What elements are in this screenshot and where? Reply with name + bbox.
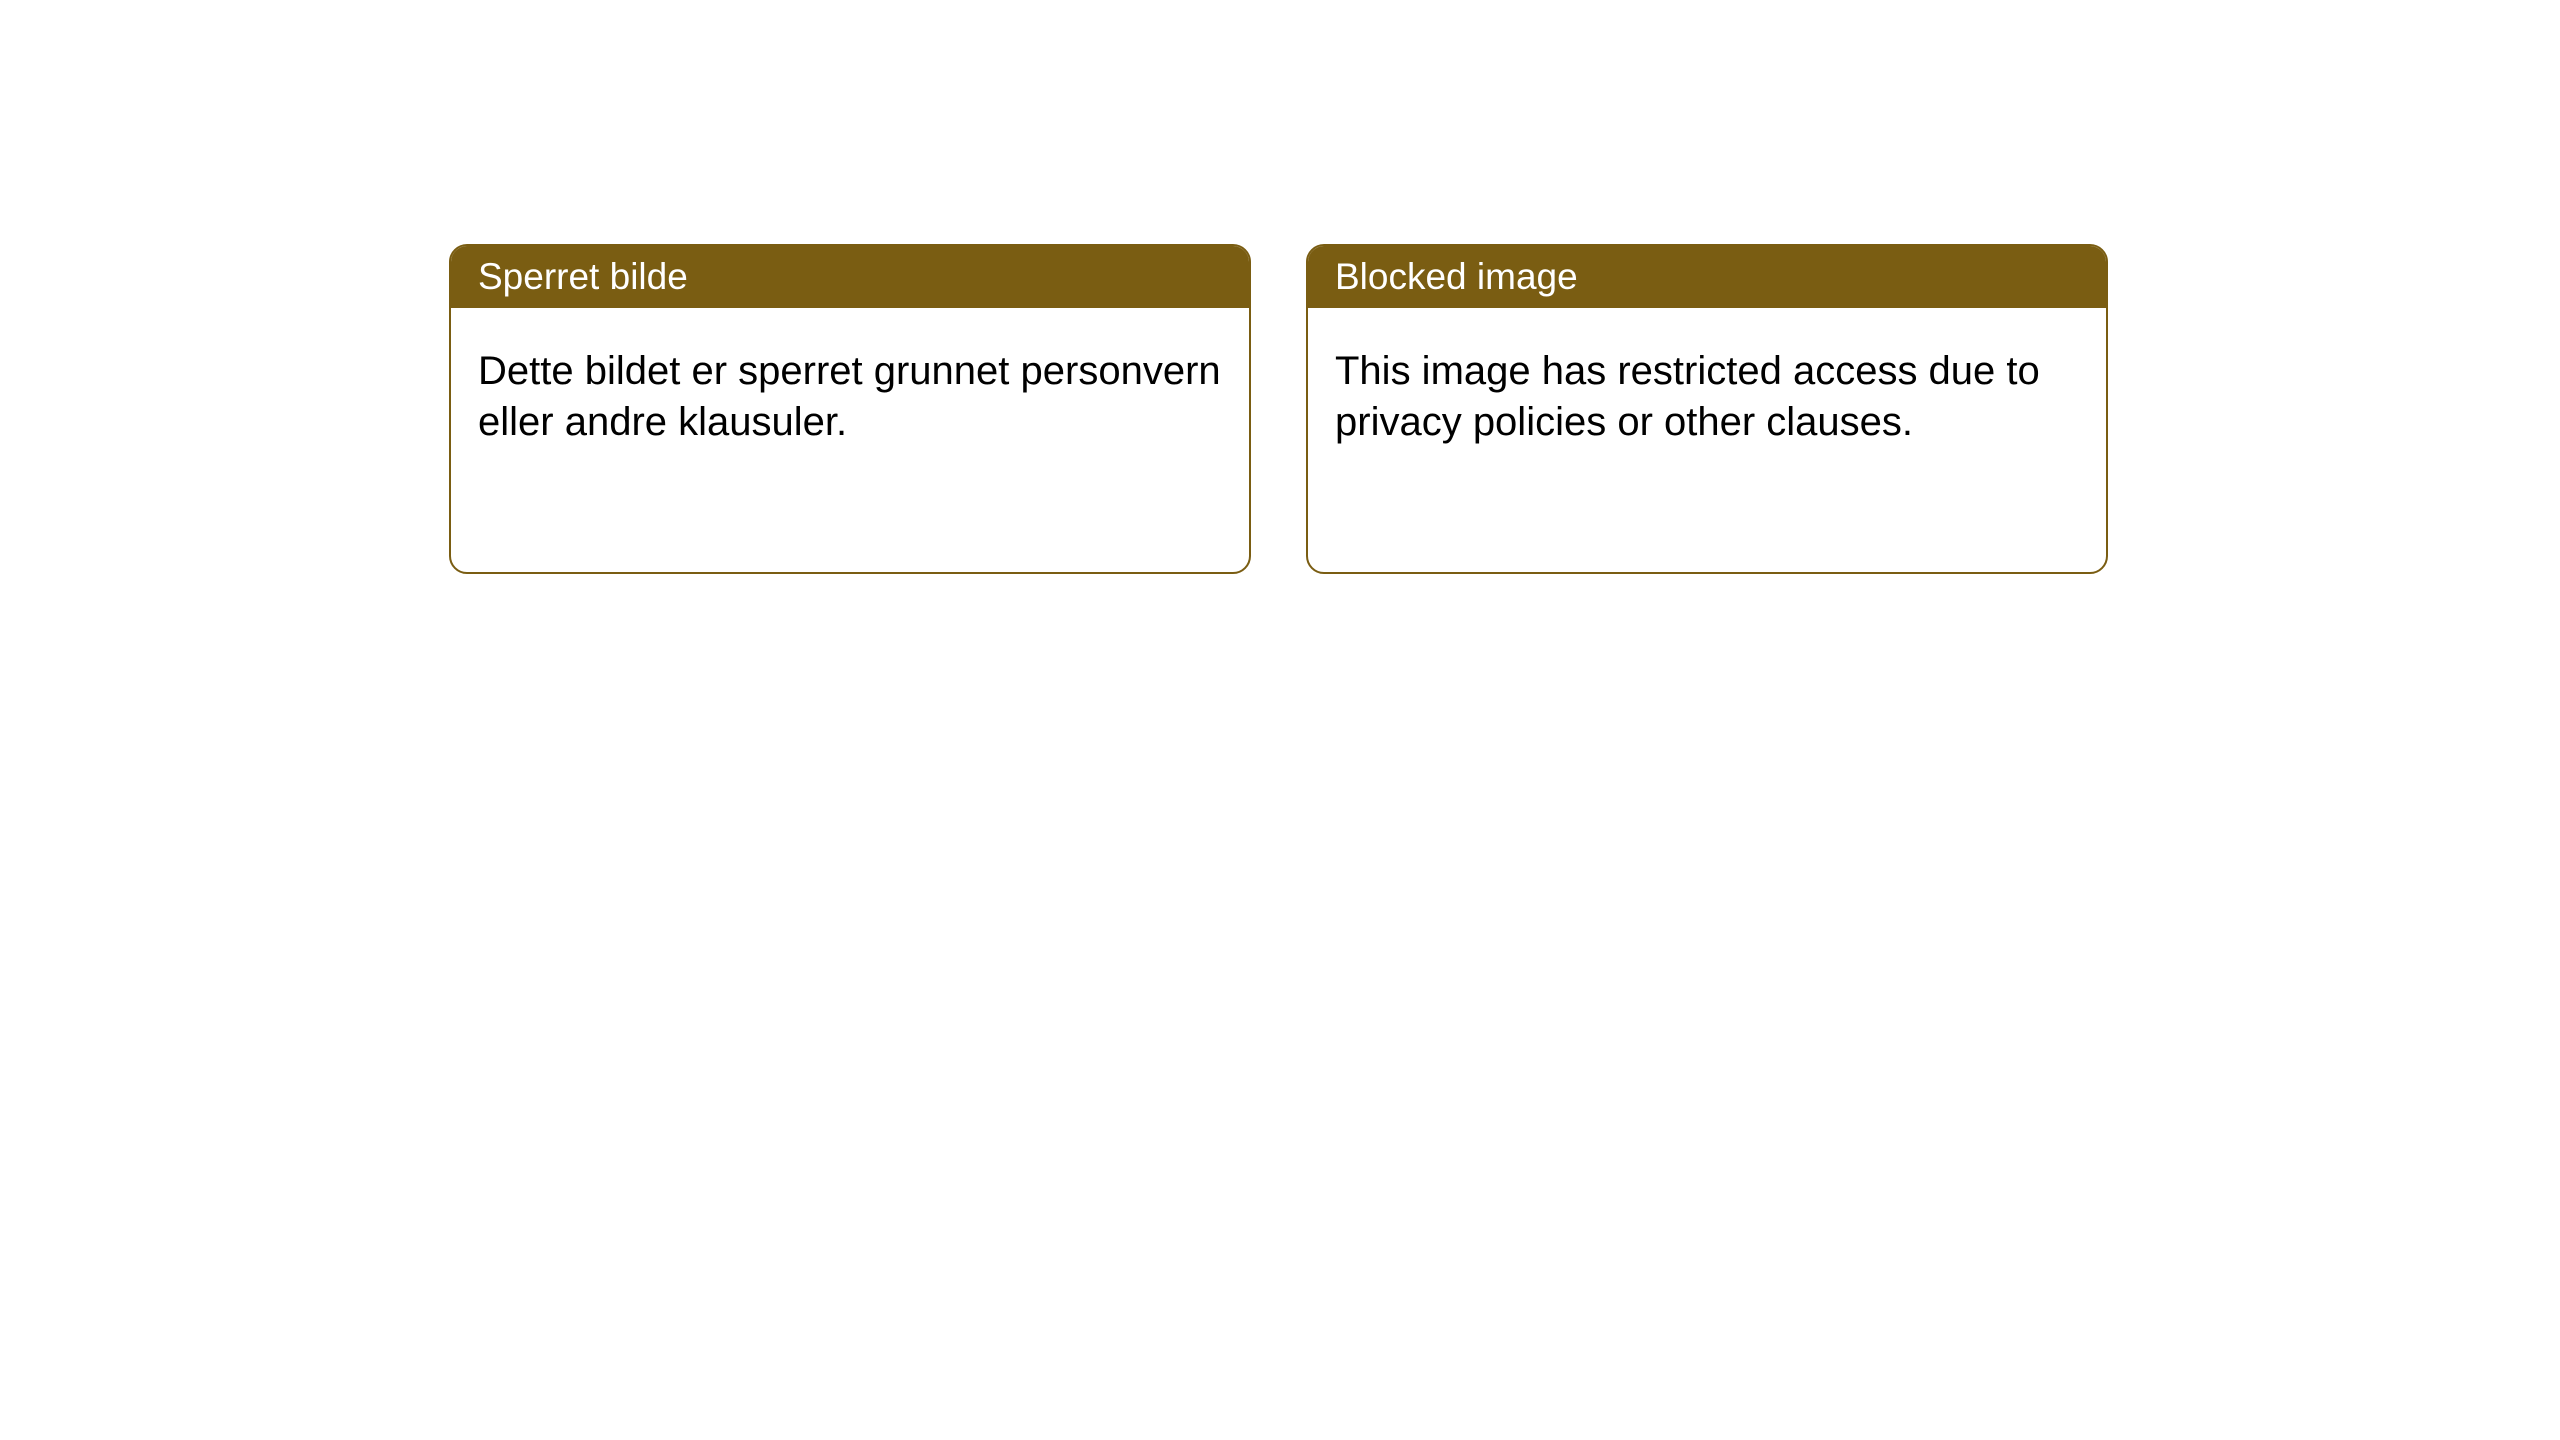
blocked-image-card-english: Blocked image This image has restricted … — [1306, 244, 2108, 574]
card-body-norwegian: Dette bildet er sperret grunnet personve… — [451, 308, 1249, 486]
card-body-english: This image has restricted access due to … — [1308, 308, 2106, 486]
blocked-image-card-norwegian: Sperret bilde Dette bildet er sperret gr… — [449, 244, 1251, 574]
card-header-english: Blocked image — [1308, 246, 2106, 308]
card-header-norwegian: Sperret bilde — [451, 246, 1249, 308]
notice-cards-container: Sperret bilde Dette bildet er sperret gr… — [0, 0, 2560, 574]
